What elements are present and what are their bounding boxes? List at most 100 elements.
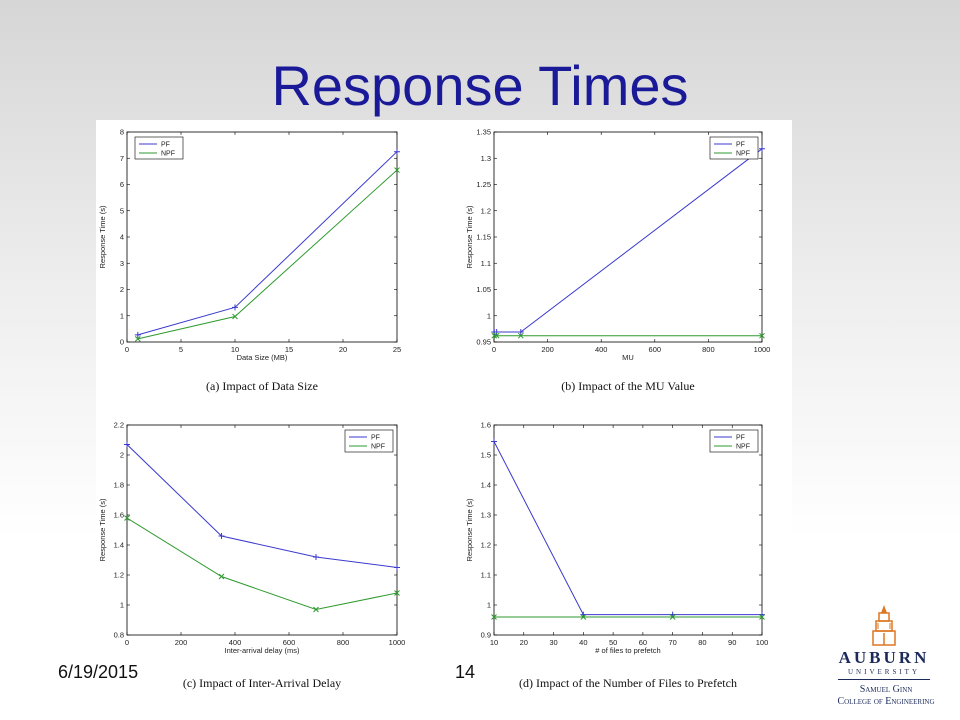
- y-tick-label: 2: [120, 285, 124, 294]
- data-point-pf: [232, 304, 238, 311]
- chart-caption: (d) Impact of the Number of Files to Pre…: [519, 676, 737, 690]
- legend-label: PF: [736, 142, 745, 149]
- x-tick-label: 30: [549, 638, 557, 647]
- footer-date: 6/19/2015: [58, 662, 139, 682]
- plot-area: [126, 424, 398, 636]
- y-axis-label: Response Time (s): [98, 205, 107, 268]
- legend-label: NPF: [371, 444, 385, 451]
- data-point-npf: [759, 614, 765, 620]
- x-tick-label: 1000: [389, 638, 406, 647]
- data-point-pf: [517, 329, 524, 336]
- data-point-pf: [313, 554, 319, 560]
- chart-caption: (c) Impact of Inter-Arrival Delay: [183, 676, 341, 690]
- y-tick-label: 7: [120, 154, 124, 163]
- university-logo: AUBURN UNIVERSITY Samuel Ginn College of…: [828, 600, 948, 712]
- y-tick-label: 1.2: [481, 206, 491, 215]
- y-tick-label: 1.5: [481, 451, 491, 460]
- data-point-pf: [218, 533, 225, 539]
- y-tick-label: 1.1: [481, 259, 491, 268]
- data-point-pf: [134, 331, 141, 338]
- x-axis-label: Inter-arrival delay (ms): [224, 646, 300, 655]
- series-line-npf: [126, 517, 398, 611]
- x-tick-label: 0: [125, 638, 129, 647]
- y-tick-label: 1: [120, 601, 124, 610]
- legend: PF NPF: [709, 136, 759, 160]
- legend-box: [709, 136, 759, 160]
- data-point-npf: [232, 313, 238, 320]
- data-point-npf: [394, 590, 400, 596]
- y-tick-label: 1.4: [114, 541, 124, 550]
- y-tick-label: 0: [120, 338, 124, 347]
- x-tick-label: 800: [337, 638, 350, 647]
- data-point-npf: [124, 515, 130, 521]
- y-tick-label: 1.1: [481, 571, 491, 580]
- y-tick-label: 8: [120, 128, 124, 137]
- x-tick-label: 200: [541, 345, 554, 354]
- figure-panel: 0 5 10 15 20 25 0 1 2 3 4 5 6 7 8 Data Size (MB) Respons…: [96, 120, 792, 720]
- legend-box: [709, 429, 759, 453]
- y-tick-label: 4: [120, 233, 124, 242]
- y-tick-label: 1.6: [481, 421, 491, 430]
- y-tick-label: 0.95: [476, 338, 491, 347]
- y-tick-label: 1.35: [476, 128, 491, 137]
- legend-box: [344, 429, 394, 453]
- data-point-npf: [218, 573, 225, 580]
- legend-label: PF: [161, 142, 170, 149]
- data-point-npf: [313, 606, 319, 613]
- logo-college: Samuel Ginn College of Engineering: [828, 684, 944, 708]
- data-point-npf: [493, 332, 500, 339]
- y-tick-label: 5: [120, 206, 124, 215]
- x-tick-label: 50: [609, 638, 617, 647]
- y-axis-label: Response Time (s): [465, 498, 474, 561]
- data-point-npf: [580, 614, 587, 620]
- x-tick-label: 600: [649, 345, 662, 354]
- x-tick-label: 0: [125, 345, 129, 354]
- data-point-pf: [394, 148, 400, 155]
- y-tick-label: 1.4: [481, 481, 491, 490]
- y-tick-label: 1.15: [476, 233, 491, 242]
- plot-area: [493, 131, 763, 343]
- x-tick-label: 80: [698, 638, 706, 647]
- legend-label: PF: [371, 435, 380, 442]
- y-tick-label: 1: [487, 601, 491, 610]
- logo-subtitle: UNIVERSITY: [848, 668, 920, 676]
- data-point-npf: [394, 167, 400, 173]
- data-point-npf: [491, 332, 498, 339]
- series-line-pf: [493, 441, 762, 616]
- data-point-pf: [394, 564, 400, 571]
- x-tick-label: 90: [728, 638, 736, 647]
- x-axis-label: MU: [622, 353, 634, 362]
- chart-2: 0 200 400 600 800 1000 0.8 1 1.2 1.4 1.6 1.8 2 2.2 Int…: [98, 421, 405, 691]
- x-tick-label: 25: [393, 345, 401, 354]
- y-axis-label: Response Time (s): [465, 205, 474, 268]
- y-tick-label: 3: [120, 259, 124, 268]
- y-axis-label: Response Time (s): [98, 498, 107, 561]
- x-tick-label: 60: [639, 638, 647, 647]
- data-point-pf: [493, 329, 500, 336]
- chart-0: 0 5 10 15 20 25 0 1 2 3 4 5 6 7 8 Data Size (MB) Respons…: [98, 128, 401, 394]
- y-tick-label: 1.2: [114, 571, 124, 580]
- slide-title: Response Times: [271, 54, 689, 117]
- data-point-pf: [124, 441, 130, 448]
- footer-page-number: 14: [455, 662, 476, 682]
- x-axis-label: Data Size (MB): [237, 353, 288, 362]
- logo-college-line1: Samuel Ginn: [859, 684, 913, 695]
- legend-label: NPF: [736, 151, 750, 158]
- x-tick-label: 20: [339, 345, 347, 354]
- legend-box: [134, 136, 184, 160]
- y-tick-label: 1.3: [481, 511, 491, 520]
- x-tick-label: 10: [231, 345, 239, 354]
- y-tick-label: 1.6: [114, 511, 124, 520]
- x-tick-label: 0: [492, 345, 496, 354]
- y-tick-label: 1.05: [476, 285, 491, 294]
- chart-3: 10 20 30 40 50 60 70 80 90 100 0.9 1 1.1 1.2 1.3 1.4 1.5…: [465, 421, 768, 691]
- y-tick-label: 1.8: [114, 481, 124, 490]
- y-tick-label: 1.25: [476, 180, 491, 189]
- data-point-npf: [669, 614, 676, 620]
- chart-caption: (a) Impact of Data Size: [206, 379, 318, 393]
- legend-label: PF: [736, 435, 745, 442]
- plot-area: [126, 131, 398, 343]
- legend: PF NPF: [709, 429, 759, 453]
- x-tick-label: 200: [175, 638, 188, 647]
- data-point-npf: [759, 332, 765, 339]
